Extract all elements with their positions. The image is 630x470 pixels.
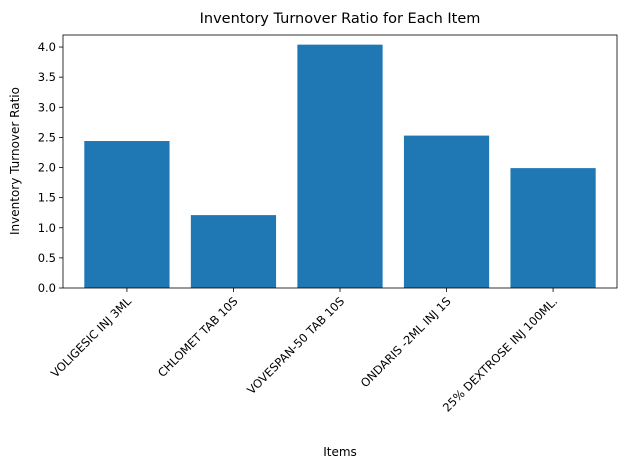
y-tick-label: 1.0 [38, 221, 56, 235]
plot-frame [62, 34, 618, 289]
bar-0 [84, 141, 170, 288]
y-axis-label: Inventory Turnover Ratio [8, 87, 22, 235]
y-tick-label: 3.0 [38, 100, 56, 114]
bar-3 [403, 135, 490, 288]
bar-1 [190, 215, 277, 288]
y-tick-label: 3.5 [38, 70, 56, 84]
bar-4 [510, 168, 596, 288]
y-tick-label: 2.5 [38, 130, 56, 144]
y-tick-label: 0.5 [38, 251, 56, 265]
bar-2 [297, 44, 383, 288]
y-tick-label: 2.0 [38, 161, 56, 175]
y-tick-label: 4.0 [38, 40, 56, 54]
y-axis-ticks: 0.0 0.5 1.0 1.5 2.0 2.5 3.0 3.5 4.0 [38, 40, 63, 295]
chart-title: Inventory Turnover Ratio for Each Item [200, 11, 481, 27]
x-axis-label: Items [323, 445, 357, 459]
y-tick-label: 0.0 [38, 281, 56, 295]
bar-group [84, 44, 596, 288]
y-tick-label: 1.5 [38, 191, 56, 205]
